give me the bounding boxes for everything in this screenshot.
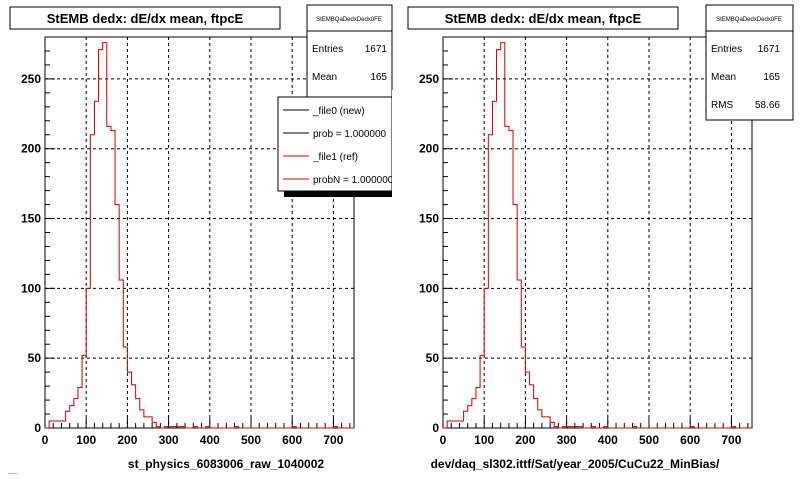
right-pad: 0 100 200 300 400 500 600 700 0 50 100 150 200 250 S… [407, 4, 794, 471]
left-y-tick-label: 250 [21, 72, 41, 86]
right-stats-entries-value: 1671 [758, 44, 781, 55]
left-x-ticks: 0 100 200 300 400 500 600 700 [42, 418, 351, 447]
right-x-axis-label: dev/daq_sl302.ittf/Sat/year_2005/CuCu22_… [431, 457, 720, 471]
right-y-tick-label: 150 [419, 212, 439, 226]
right-stats-rms-label: RMS [711, 100, 734, 111]
left-legend-entry-1: prob = 1.000000 [283, 129, 387, 140]
left-y-tick-label: 0 [34, 421, 41, 435]
right-chart-title: StEMB dedx: dE/dx mean, ftpcE [445, 11, 642, 26]
left-y-tick-label: 50 [28, 351, 42, 365]
left-legend-label-3: probN = 1.000000 [313, 175, 394, 186]
left-x-tick-label: 200 [117, 433, 137, 447]
left-y-ticks: 0 50 100 150 200 250 [21, 36, 55, 435]
right-x-tick-label: 300 [557, 433, 577, 447]
right-stats-header: StEMBQaDedxDedx0FE [716, 17, 782, 23]
left-x-tick-label: 700 [323, 433, 343, 447]
right-y-tick-label: 50 [426, 351, 440, 365]
left-y-tick-label: 150 [21, 212, 41, 226]
left-x-tick-label: 100 [76, 433, 96, 447]
right-x-tick-label: 400 [598, 433, 618, 447]
left-x-tick-label: 600 [282, 433, 302, 447]
left-legend-entry-3: probN = 1.000000 [283, 175, 394, 186]
right-title-box [407, 6, 679, 30]
left-pad-edge-mask [392, 90, 404, 210]
right-stats-mean-label: Mean [711, 72, 736, 83]
left-stats-mean-label: Mean [312, 72, 337, 83]
left-stats-entries-value: 1671 [365, 44, 388, 55]
left-stats-header: StEMBQaDedxDedx0FE [316, 17, 382, 23]
left-x-tick-label: 300 [159, 433, 179, 447]
right-x-tick-label: 600 [680, 433, 700, 447]
left-stats-entries-label: Entries [312, 44, 343, 55]
right-histogram-series [443, 42, 752, 429]
left-legend-box [277, 96, 393, 192]
right-y-tick-label: 250 [419, 72, 439, 86]
left-chart-title: StEMB dedx: dE/dx mean, ftpcE [47, 11, 244, 26]
left-legend-label-2: _file1 (ref) [312, 152, 358, 163]
left-stats-mean-value: 165 [370, 72, 387, 83]
left-y-tick-label: 200 [21, 142, 41, 156]
left-legend-label-1: prob = 1.000000 [313, 129, 387, 140]
right-stats-box [705, 4, 794, 121]
right-y-tick-label: 100 [419, 281, 439, 295]
left-y-tick-label: 100 [21, 281, 41, 295]
left-x-tick-label: 500 [241, 433, 261, 447]
right-x-tick-label: 0 [440, 433, 447, 447]
left-x-tick-label: 400 [200, 433, 220, 447]
left-footer-text: ...... [8, 470, 18, 476]
left-title-box [9, 6, 281, 30]
left-histogram-series-ref [45, 42, 354, 429]
right-y-ticks: 0 50 100 150 200 250 [419, 36, 453, 435]
right-stats-rms-value: 58.66 [755, 100, 780, 111]
left-x-tick-label: 0 [42, 433, 49, 447]
right-x-tick-label: 500 [639, 433, 659, 447]
right-stats-mean-value: 165 [763, 72, 780, 83]
left-legend-label-0: _file0 (new) [312, 106, 365, 117]
right-y-tick-label: 0 [432, 421, 439, 435]
right-stats-entries-label: Entries [711, 44, 742, 55]
right-x-tick-label: 100 [474, 433, 494, 447]
right-y-tick-label: 200 [419, 142, 439, 156]
right-x-tick-label: 700 [721, 433, 741, 447]
right-x-tick-label: 200 [515, 433, 535, 447]
left-x-axis-label: st_physics_6083006_raw_1040002 [128, 457, 324, 471]
left-pad: 0 100 200 300 400 500 600 700 0 50 100 150 200 250 S… [8, 4, 404, 476]
left-legend-entry-0: _file0 (new) [283, 106, 365, 117]
left-legend-entry-2: _file1 (ref) [283, 152, 358, 163]
